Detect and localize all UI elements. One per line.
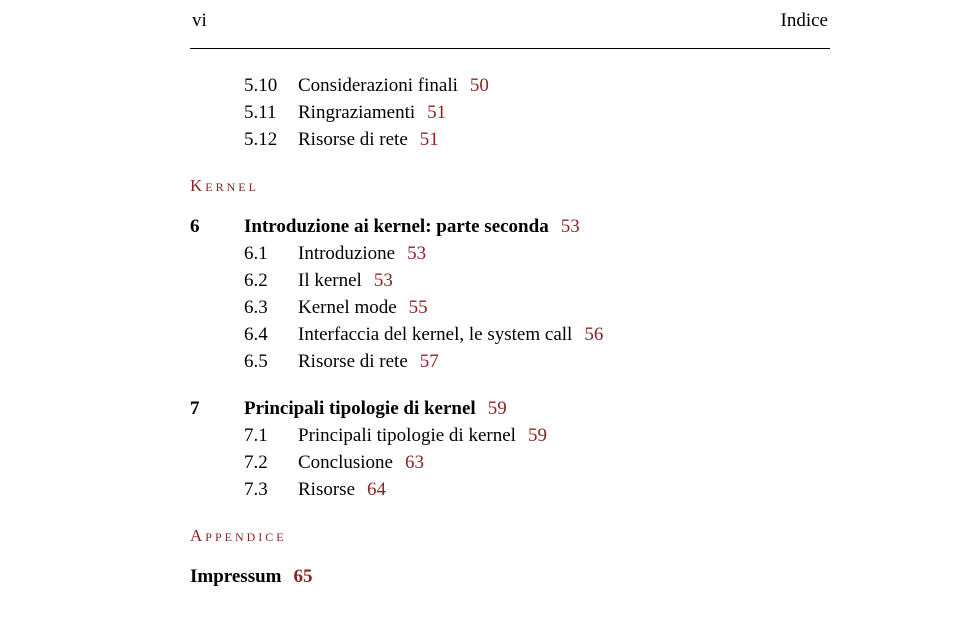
entry-num: 6.3 <box>190 295 298 322</box>
entry-page: 63 <box>405 450 424 477</box>
entry-page: 59 <box>528 423 547 450</box>
part-heading-appendice: appendice <box>190 526 830 546</box>
entry-page: 53 <box>407 241 426 268</box>
toc-entry: 6.1 Introduzione 53 <box>190 241 830 268</box>
toc-entry: 6.4 Interfaccia del kernel, le system ca… <box>190 322 830 349</box>
toc-entry: 5.12 Risorse di rete 51 <box>190 127 830 154</box>
chapter-num: 6 <box>190 214 244 241</box>
entry-num: 7.1 <box>190 423 298 450</box>
header-rule <box>190 48 830 49</box>
entry-num: 5.12 <box>190 127 298 154</box>
chapter5-continued: 5.10 Considerazioni finali 50 5.11 Ringr… <box>190 73 830 154</box>
entry-page: 64 <box>367 477 386 504</box>
entry-page: 57 <box>420 349 439 376</box>
toc-page: vi Indice 5.10 Considerazioni finali 50 … <box>0 0 960 638</box>
entry-page: 53 <box>374 268 393 295</box>
toc-entry: 7.1 Principali tipologie di kernel 59 <box>190 423 830 450</box>
running-head: vi Indice <box>190 10 830 32</box>
entry-page: 56 <box>584 322 603 349</box>
entry-num: 6.2 <box>190 268 298 295</box>
entry-title: Conclusione <box>298 450 393 477</box>
running-head-right: Indice <box>781 10 828 32</box>
entry-title: Kernel mode <box>298 295 397 322</box>
entry-page: 55 <box>409 295 428 322</box>
part-heading-kernel: kernel <box>190 176 830 196</box>
impressum-page: 65 <box>294 564 313 591</box>
part-heading-text: appendice <box>190 526 287 545</box>
toc-entry: 5.11 Ringraziamenti 51 <box>190 100 830 127</box>
toc-entry: 6.3 Kernel mode 55 <box>190 295 830 322</box>
chapter-page: 53 <box>561 214 580 241</box>
toc-entry: 7.2 Conclusione 63 <box>190 450 830 477</box>
entry-title: Risorse <box>298 477 355 504</box>
entry-title: Risorse di rete <box>298 349 408 376</box>
running-head-left: vi <box>192 10 207 32</box>
chapter-num: 7 <box>190 396 244 423</box>
chapter-page: 59 <box>488 396 507 423</box>
entry-title: Risorse di rete <box>298 127 408 154</box>
entry-title: Ringraziamenti <box>298 100 415 127</box>
toc-entry: 5.10 Considerazioni finali 50 <box>190 73 830 100</box>
entry-num: 6.4 <box>190 322 298 349</box>
part-heading-text: kernel <box>190 176 259 195</box>
toc-chapter: 7 Principali tipologie di kernel 59 <box>190 396 830 423</box>
chapter-title: Principali tipologie di kernel <box>244 396 476 423</box>
entry-title: Principali tipologie di kernel <box>298 423 516 450</box>
entry-num: 5.11 <box>190 100 298 127</box>
toc-entry: 6.2 Il kernel 53 <box>190 268 830 295</box>
toc-entry: 7.3 Risorse 64 <box>190 477 830 504</box>
entry-num: 6.5 <box>190 349 298 376</box>
entry-title: Il kernel <box>298 268 362 295</box>
entry-page: 50 <box>470 73 489 100</box>
toc-entry: 6.5 Risorse di rete 57 <box>190 349 830 376</box>
impressum-title: Impressum <box>190 564 282 591</box>
entry-num: 6.1 <box>190 241 298 268</box>
toc-chapter: 6 Introduzione ai kernel: parte seconda … <box>190 214 830 241</box>
impressum-entry: Impressum 65 <box>190 564 830 591</box>
entry-page: 51 <box>420 127 439 154</box>
entry-num: 5.10 <box>190 73 298 100</box>
chapter-title: Introduzione ai kernel: parte seconda <box>244 214 549 241</box>
chapter7-block: 7 Principali tipologie di kernel 59 7.1 … <box>190 396 830 504</box>
entry-num: 7.3 <box>190 477 298 504</box>
entry-page: 51 <box>427 100 446 127</box>
entry-title: Interfaccia del kernel, le system call <box>298 322 572 349</box>
entry-title: Considerazioni finali <box>298 73 458 100</box>
chapter6-block: 6 Introduzione ai kernel: parte seconda … <box>190 214 830 376</box>
entry-num: 7.2 <box>190 450 298 477</box>
entry-title: Introduzione <box>298 241 395 268</box>
